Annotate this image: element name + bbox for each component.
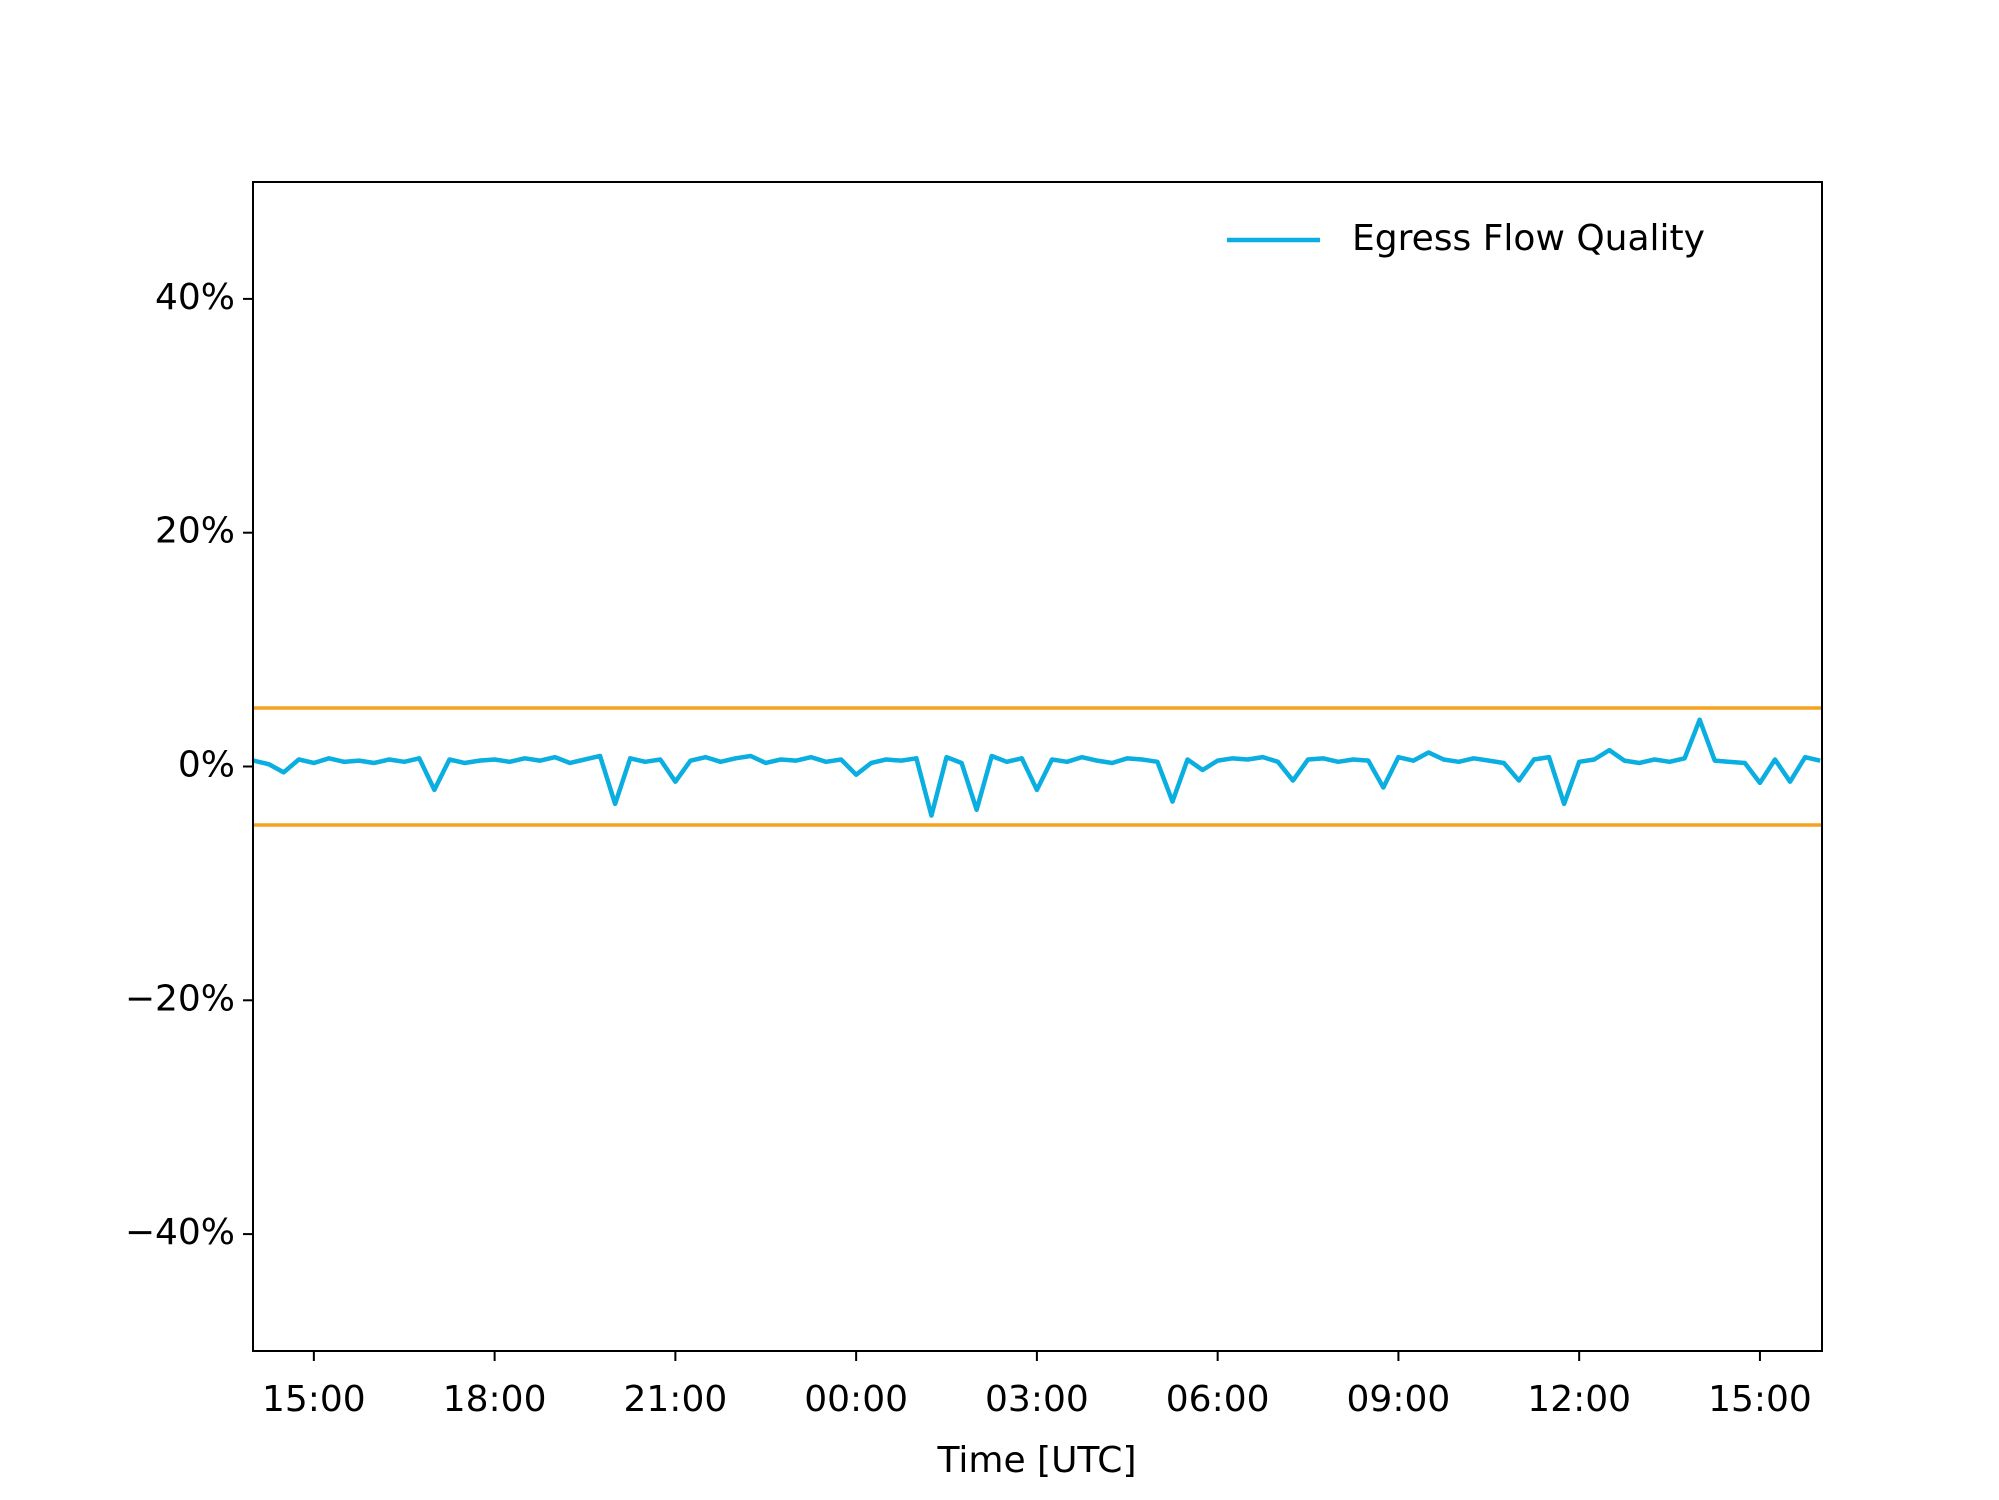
y-tick-label: 20% bbox=[155, 511, 235, 552]
plot-frame bbox=[252, 181, 1823, 1352]
x-tick-label: 03:00 bbox=[985, 1379, 1089, 1420]
y-tick-label: 0% bbox=[178, 745, 235, 786]
x-tick-label: 15:00 bbox=[262, 1379, 366, 1420]
x-tick-label: 00:00 bbox=[804, 1379, 908, 1420]
legend-label: Egress Flow Quality bbox=[1352, 218, 1705, 259]
y-tick-label: −20% bbox=[125, 978, 235, 1019]
x-axis-label: Time [UTC] bbox=[936, 1440, 1136, 1481]
data-line bbox=[253, 717, 1821, 818]
x-tick-label: 18:00 bbox=[443, 1379, 547, 1420]
y-tick-label: 40% bbox=[155, 277, 235, 318]
x-tick-label: 15:00 bbox=[1708, 1379, 1812, 1420]
x-tick-label: 12:00 bbox=[1527, 1379, 1631, 1420]
y-tick-label: −40% bbox=[125, 1212, 235, 1253]
x-tick-label: 09:00 bbox=[1347, 1379, 1451, 1420]
x-tick-label: 21:00 bbox=[624, 1379, 728, 1420]
x-tick-label: 06:00 bbox=[1166, 1379, 1270, 1420]
